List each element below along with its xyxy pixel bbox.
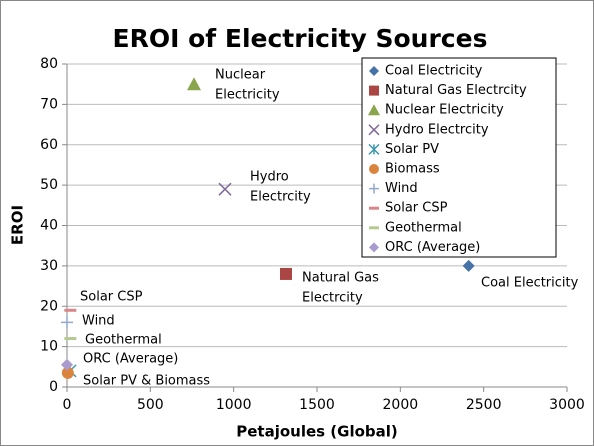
annotation: Electricity (215, 88, 280, 103)
point (64, 337, 77, 341)
point (61, 366, 74, 379)
annotation: ORC (Average) (83, 352, 178, 367)
point (218, 182, 232, 196)
legend-marker (369, 66, 379, 76)
x-tick-label: 2000 (383, 397, 419, 413)
legend-label: Hydro Electrcity (385, 122, 489, 137)
legend-label: Solar PV (385, 142, 439, 157)
annotation: Hydro (250, 170, 289, 185)
x-axis-label: Petajoules (Global) (236, 423, 398, 441)
point (61, 316, 73, 329)
point (462, 259, 475, 272)
y-axis-label: EROI (9, 205, 27, 245)
x-tick-label: 0 (63, 397, 72, 413)
annotation: Electrcity (302, 291, 363, 306)
point (61, 358, 73, 371)
x-tick-label: 1500 (299, 397, 335, 413)
legend-marker (369, 206, 379, 210)
x-tick-label: 2500 (466, 397, 502, 413)
legend-label: Wind (385, 181, 418, 196)
y-tick-label: 60 (40, 137, 58, 153)
annotation: Wind (82, 314, 115, 329)
annotation: Nuclear (215, 68, 266, 83)
legend-label: Nuclear Electricity (385, 103, 504, 118)
x-tick-label: 500 (137, 397, 164, 413)
y-tick-label: 10 (40, 339, 58, 355)
legend-label: Coal Electricity (385, 64, 483, 79)
point (64, 308, 77, 312)
annotation: Solar CSP (80, 290, 143, 305)
annotation: Geothermal (85, 333, 162, 348)
y-tick-label: 50 (40, 177, 58, 193)
y-tick-label: 0 (49, 379, 58, 395)
y-tick-label: 70 (40, 96, 58, 112)
legend-marker (369, 85, 379, 96)
legend-label: Natural Gas Electrcity (385, 83, 527, 98)
annotation: Electrcity (250, 190, 311, 205)
legend-marker (368, 143, 380, 155)
legend-label: Solar CSP (385, 201, 448, 216)
legend-marker (369, 183, 379, 194)
chart-title: EROI of Electricity Sources (113, 24, 488, 53)
legend-box (361, 57, 557, 258)
y-tick-label: 30 (40, 258, 58, 274)
y-tick-label: 80 (40, 56, 58, 72)
legend-marker (368, 104, 380, 116)
point (280, 267, 292, 280)
y-tick-label: 20 (40, 298, 58, 314)
legend-label: Geothermal (385, 220, 462, 235)
annotation: Coal Electricity (481, 276, 579, 291)
annotation: Solar PV & Biomass (83, 374, 210, 389)
legend-marker (369, 164, 379, 174)
annotation: Natural Gas (302, 271, 379, 286)
x-tick-label: 3000 (549, 397, 585, 413)
y-tick-label: 40 (40, 218, 58, 234)
legend-marker (368, 124, 380, 136)
x-tick-label: 1000 (216, 397, 252, 413)
legend-label: ORC (Average) (385, 240, 480, 255)
point (187, 77, 201, 91)
legend-marker (369, 226, 379, 230)
legend-label: Biomass (385, 162, 440, 177)
legend-marker (369, 242, 379, 253)
